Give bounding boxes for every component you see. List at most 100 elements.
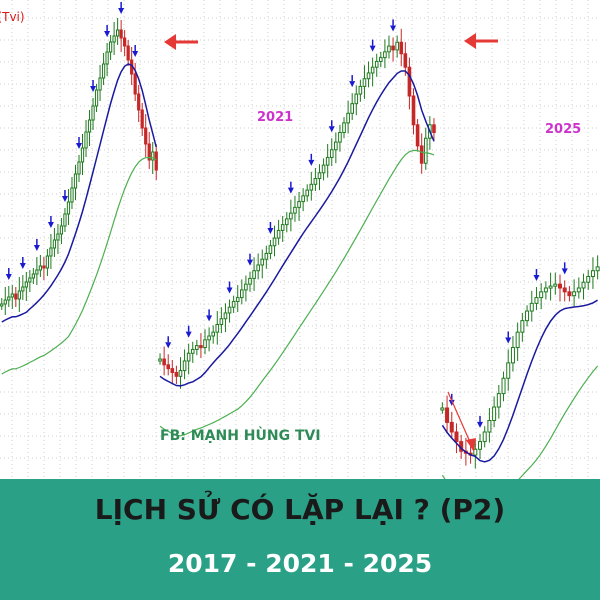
banner-subtitle: 2017 - 2021 - 2025 [167, 549, 433, 578]
candle-body [534, 297, 539, 304]
candle-body [403, 53, 408, 68]
banner-title: LỊCH SỬ CÓ LẶP LẠI ? (P2) [94, 493, 506, 526]
candle-body [77, 161, 81, 175]
candle-body [557, 283, 563, 289]
candle-body [506, 362, 511, 379]
candle-body [52, 239, 57, 249]
candle-body [178, 370, 183, 377]
candle-body [94, 89, 99, 107]
candle-body [227, 306, 232, 314]
candle-body [297, 201, 301, 208]
ma-long-line [159, 149, 435, 437]
candle-body [91, 105, 95, 121]
candle-body [231, 300, 236, 308]
candle-body [219, 318, 224, 325]
candle-body [276, 229, 281, 239]
candle-body [496, 393, 501, 408]
signal-arrow-icon [33, 245, 40, 251]
candle-body [572, 291, 577, 297]
candle-body [272, 237, 277, 247]
candle-body [562, 287, 567, 293]
candle-body [362, 78, 367, 87]
candle-body [576, 287, 581, 293]
signal-arrow-icon [61, 196, 68, 202]
candle-body [284, 218, 289, 226]
candle-body [432, 124, 436, 133]
candle-body [182, 360, 187, 372]
candle-body [366, 72, 371, 80]
candle-body [10, 293, 14, 298]
candle-body [379, 57, 383, 62]
candle-body [329, 149, 334, 158]
candle-body [387, 45, 391, 53]
candle-body [313, 178, 318, 185]
candle-body [42, 265, 46, 269]
ma-short-line [441, 299, 598, 463]
candle-body [411, 95, 416, 126]
candle-body [590, 270, 595, 277]
candle-body [354, 93, 359, 105]
candle-body [211, 331, 215, 337]
candle-body [305, 189, 310, 197]
candle-body [207, 335, 211, 341]
ma-short-line [1, 63, 157, 323]
signal-arrow-icon [226, 287, 233, 294]
signal-arrow-icon [246, 259, 253, 266]
candle-body [87, 119, 92, 133]
signal-arrow-icon [267, 228, 274, 234]
candle-body [170, 368, 175, 373]
candle-body [35, 269, 39, 275]
candle-body [174, 371, 179, 377]
signal-arrow-icon [47, 222, 54, 228]
candle-body [3, 299, 7, 305]
candle-body [595, 266, 600, 272]
candle-body [240, 289, 244, 299]
candle-body [45, 255, 50, 269]
candle-body [38, 265, 43, 271]
candle-body [370, 66, 375, 74]
candle-body [140, 109, 144, 129]
signal-arrow-icon [448, 399, 455, 406]
signal-arrow-icon [104, 31, 111, 37]
candle-body [123, 37, 127, 47]
candle-body [487, 419, 492, 433]
candle-body [539, 291, 544, 299]
candle-body [510, 347, 515, 364]
candle-body [482, 431, 487, 443]
candle-body [399, 41, 404, 55]
candle-body [423, 137, 428, 164]
candle-body [215, 323, 220, 333]
candle-body [280, 224, 285, 231]
candle-body [293, 206, 297, 214]
candle-body [112, 35, 116, 43]
candle-body [195, 345, 199, 350]
candle-body [529, 302, 534, 312]
candle-body [119, 29, 123, 39]
signal-arrow-icon [328, 126, 335, 133]
candle-body [449, 421, 454, 433]
signal-arrow-icon [165, 342, 172, 349]
candle-body [137, 93, 141, 111]
candle-body [395, 41, 399, 51]
candle-body [346, 112, 350, 124]
candle-body [126, 45, 130, 61]
candle-body [415, 124, 420, 147]
candle-body [309, 183, 314, 191]
chart-title-fragment: g (Tvi) [0, 10, 25, 24]
candle-body [525, 310, 530, 322]
candle-body [268, 245, 273, 254]
signal-arrow-icon [287, 187, 294, 194]
signal-arrow-icon [19, 263, 26, 269]
period-label-2021: 2021 [257, 110, 294, 125]
candle-body [56, 233, 60, 241]
candle-body [244, 283, 248, 291]
candle-body [567, 291, 572, 297]
candle-body [515, 331, 520, 349]
candle-body [223, 312, 228, 320]
candle-body [581, 281, 586, 289]
candle-body [190, 348, 195, 354]
candle-body [21, 286, 25, 292]
candle-body [151, 151, 155, 161]
candle-body [17, 290, 21, 300]
